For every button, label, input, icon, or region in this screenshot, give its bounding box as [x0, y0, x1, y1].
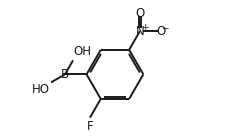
Text: −: − [161, 23, 169, 32]
Text: O: O [135, 7, 144, 20]
Text: O: O [156, 25, 165, 38]
Text: F: F [87, 120, 93, 133]
Text: +: + [141, 23, 149, 32]
Text: N: N [136, 25, 144, 38]
Text: B: B [61, 68, 69, 81]
Text: HO: HO [32, 83, 50, 96]
Text: OH: OH [74, 45, 92, 58]
